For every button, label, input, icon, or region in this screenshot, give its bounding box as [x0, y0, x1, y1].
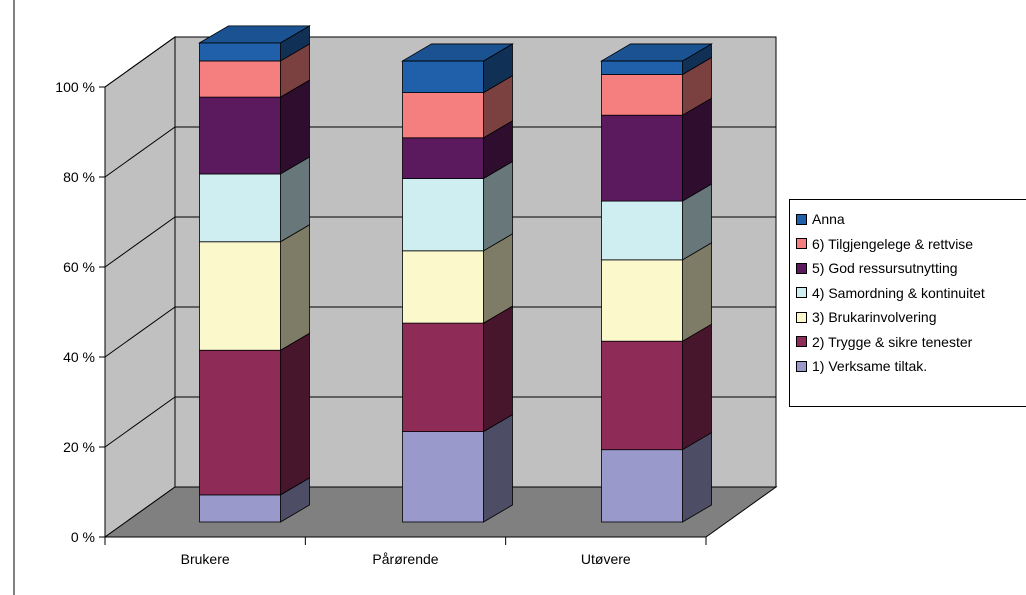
bar-stack: [198, 25, 311, 523]
gridline: [104, 126, 776, 178]
legend-label: 2) Trygge & sikre tenester: [812, 333, 973, 350]
legend-swatch: [796, 213, 807, 225]
bar-segment: [601, 74, 683, 116]
bar-segment: [601, 60, 683, 75]
legend-item: 5) God ressursutnytting: [796, 259, 958, 277]
legend-item: 1) Verksame tiltak.: [796, 357, 927, 375]
bar-segment: [199, 349, 281, 496]
side-wall: [104, 36, 176, 538]
bar-top: [600, 43, 713, 62]
legend-label: 1) Verksame tiltak.: [812, 358, 928, 374]
bar-segment: [199, 96, 281, 175]
bar-segment-side: [682, 323, 712, 451]
bar-segment: [402, 322, 484, 432]
y-tick-label: 20 %: [63, 439, 95, 455]
bar-segment: [402, 431, 484, 523]
y-tick-label: 60 %: [63, 259, 95, 275]
legend-label: 5) God ressursutnytting: [812, 260, 958, 276]
bar-segment: [601, 200, 683, 261]
bar-segment: [199, 42, 281, 62]
legend-swatch: [796, 311, 807, 323]
bar-top: [401, 43, 514, 62]
legend-swatch: [796, 238, 807, 249]
legend-label: 6) Tilgjengelege & rettvise: [812, 235, 974, 252]
bar-segment: [199, 494, 281, 523]
bar-segment: [199, 241, 281, 351]
bar-segment-side: [483, 413, 513, 523]
y-tick-label: 100 %: [55, 79, 95, 95]
legend-item: 6) Tilgjengelege & rettvise: [796, 235, 973, 253]
bar-segment-side: [682, 97, 712, 202]
bar-segment: [402, 137, 484, 179]
legend-swatch: [796, 360, 807, 372]
bar-segment-side: [483, 305, 513, 433]
gridline: [104, 396, 776, 448]
bar-stack: [600, 43, 713, 523]
gridline: [104, 36, 776, 88]
bar-segment: [601, 449, 683, 523]
bar-segment: [199, 173, 281, 243]
legend-label: 3) Brukarinvolvering: [812, 309, 937, 325]
legend-swatch: [796, 287, 807, 298]
y-tick-label: 0 %: [71, 529, 95, 545]
bar-segment: [199, 60, 281, 98]
bar-segment: [601, 114, 683, 202]
gridline: [104, 306, 776, 358]
legend-item: 3) Brukarinvolvering: [796, 308, 937, 326]
bar-segment: [601, 340, 683, 451]
y-tick-label: 80 %: [63, 169, 95, 185]
legend-item: Anna: [796, 210, 845, 228]
bar-segment-side: [280, 332, 310, 496]
bar-segment: [601, 259, 683, 342]
legend-swatch: [796, 262, 807, 274]
axes: [13, 0, 707, 595]
x-tick-label: Pårørende: [372, 551, 438, 567]
legend-item: 4) Samordning & kontinuitet: [796, 284, 985, 302]
legend-label: Anna: [812, 211, 845, 227]
legend: Anna 6) Tilgjengelege & rettvise 5) God re…: [789, 199, 1026, 407]
bar-top: [198, 25, 311, 44]
legend-item: 2) Trygge & sikre tenester: [796, 333, 972, 351]
x-tick-label: Brukere: [181, 551, 230, 567]
bar-segment: [402, 92, 484, 139]
y-tick-label: 40 %: [63, 349, 95, 365]
bar-segment: [402, 178, 484, 252]
x-tick-labels: Brukere Pårørende Utøvere: [181, 551, 631, 567]
bars: [198, 25, 713, 523]
gridlines: [104, 36, 776, 448]
bar-segment-side: [280, 224, 310, 351]
bar-stack: [401, 43, 514, 523]
y-tick-labels: 0 % 20 % 40 % 60 % 80 % 100 %: [55, 79, 95, 545]
bar-segment: [402, 60, 484, 93]
legend-label: 4) Samordning & kontinuitet: [812, 284, 985, 301]
gridline: [104, 216, 776, 268]
bar-segment: [402, 250, 484, 324]
x-tick-label: Utøvere: [581, 551, 631, 567]
legend-swatch: [796, 336, 807, 347]
